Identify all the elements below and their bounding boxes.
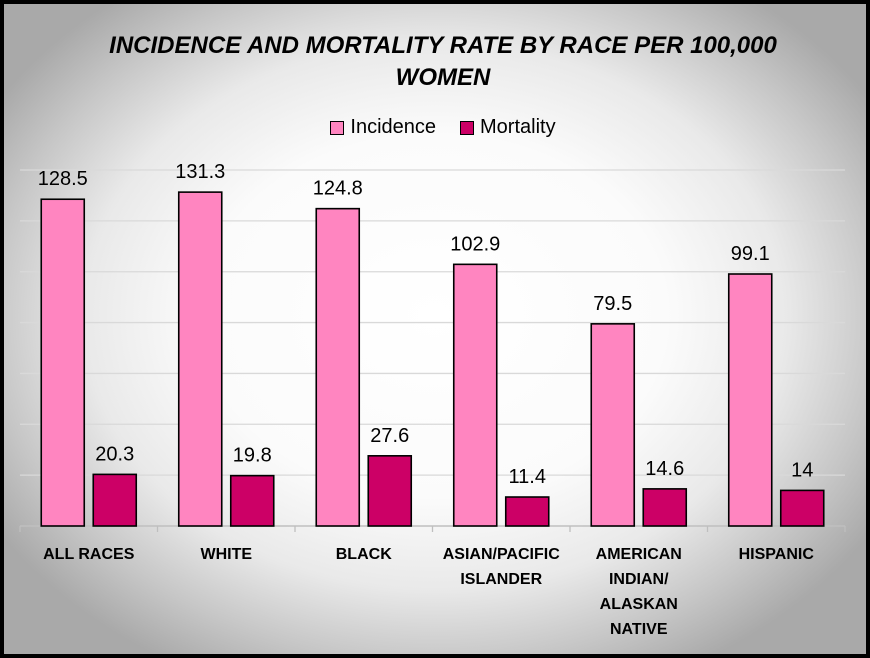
chart-title-line-2: WOMEN bbox=[395, 64, 491, 91]
chart-legend: Incidence Mortality bbox=[4, 116, 866, 139]
x-tick-label: ASIAN/PACIFIC bbox=[443, 546, 560, 563]
incidence-bar bbox=[452, 263, 498, 527]
x-tick-label: AMERICAN bbox=[596, 546, 682, 563]
legend-swatch-incidence bbox=[330, 120, 345, 135]
incidence-bar bbox=[177, 191, 223, 527]
x-tick-label: ALASKAN bbox=[600, 596, 678, 613]
incidence-value-label: 79.5 bbox=[593, 293, 632, 315]
mortality-value-label: 14 bbox=[791, 459, 813, 481]
chart-title: INCIDENCE AND MORTALITY RATE BY RACE PER… bbox=[4, 30, 866, 94]
x-tick-label: NATIVE bbox=[610, 621, 668, 638]
mortality-value-label: 19.8 bbox=[233, 445, 272, 467]
mortality-value-label: 11.4 bbox=[509, 466, 546, 488]
mortality-value-label: 20.3 bbox=[95, 443, 134, 465]
mortality-bar bbox=[504, 496, 550, 527]
x-tick-label: ALL RACES bbox=[43, 546, 135, 563]
mortality-bar bbox=[92, 473, 138, 527]
mortality-bar bbox=[642, 488, 688, 527]
incidence-value-label: 128.5 bbox=[38, 168, 88, 190]
legend-label-mortality: Mortality bbox=[480, 116, 556, 138]
x-tick-label: BLACK bbox=[336, 546, 392, 563]
incidence-value-label: 102.9 bbox=[450, 233, 500, 255]
legend-swatch-mortality bbox=[460, 120, 475, 135]
mortality-value-label: 14.6 bbox=[645, 458, 684, 480]
chart-frame: INCIDENCE AND MORTALITY RATE BY RACE PER… bbox=[4, 4, 866, 654]
x-tick-label: ISLANDER bbox=[460, 571, 542, 588]
incidence-bar bbox=[727, 273, 773, 527]
mortality-bar bbox=[367, 455, 413, 527]
legend-entry-mortality: Mortality bbox=[460, 116, 556, 139]
mortality-bar bbox=[229, 474, 275, 527]
mortality-bar bbox=[779, 489, 825, 527]
x-tick-label: INDIAN/ bbox=[609, 571, 669, 588]
mortality-value-label: 27.6 bbox=[370, 425, 409, 447]
legend-label-incidence: Incidence bbox=[350, 116, 437, 138]
x-tick-label: WHITE bbox=[200, 546, 252, 563]
incidence-bar bbox=[590, 323, 636, 527]
x-tick-label: HISPANIC bbox=[739, 546, 815, 563]
chart-title-line-1: INCIDENCE AND MORTALITY RATE BY RACE PER… bbox=[109, 32, 777, 59]
incidence-value-label: 99.1 bbox=[731, 243, 770, 265]
plot-area: 128.5 20.3 ALL RACES 131.3 19.8 WHITE 124.8 27.… bbox=[19, 161, 846, 638]
incidence-bar bbox=[315, 207, 361, 527]
incidence-value-label: 124.8 bbox=[313, 178, 363, 200]
incidence-value-label: 131.3 bbox=[175, 161, 225, 183]
legend-entry-incidence: Incidence bbox=[330, 116, 436, 139]
incidence-bar bbox=[40, 198, 86, 527]
